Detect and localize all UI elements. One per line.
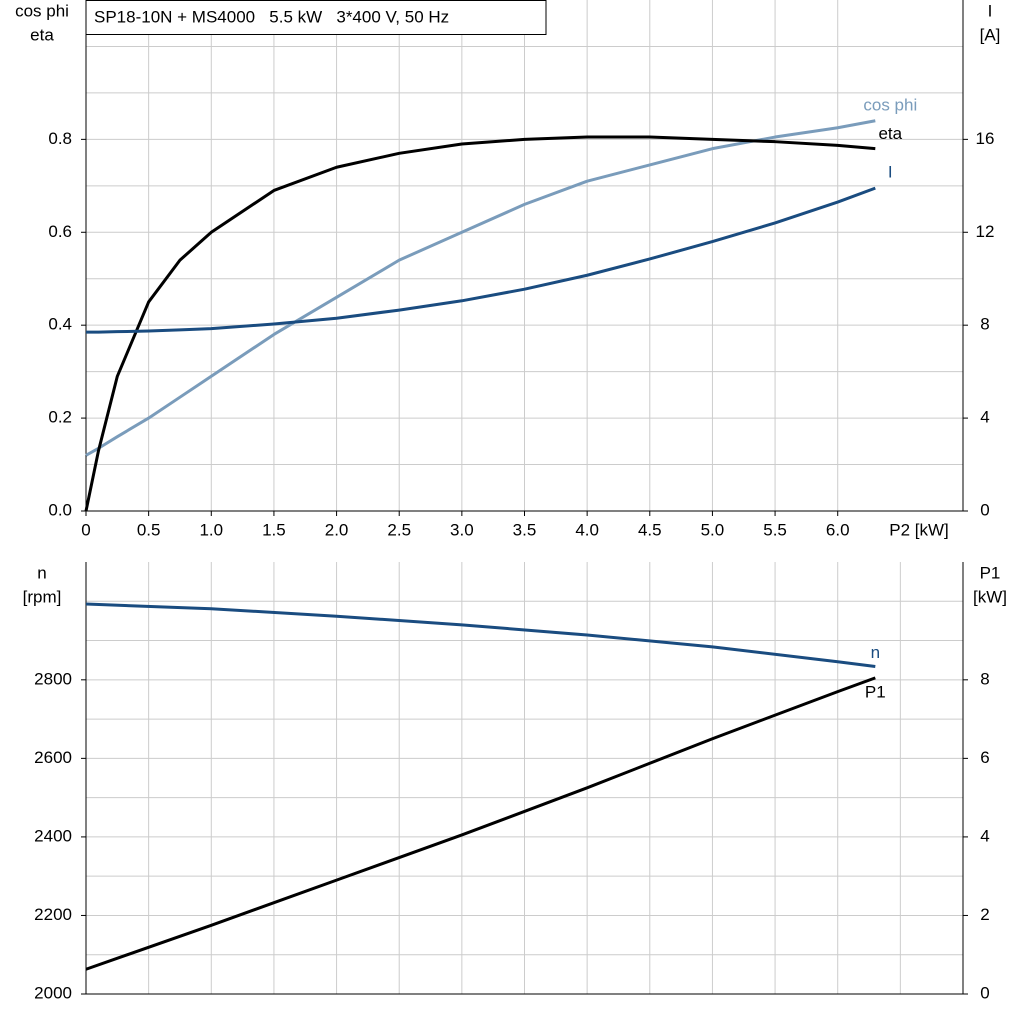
y-axis-label: cos phi: [15, 1, 69, 20]
y-tick-label: 0.2: [48, 408, 72, 427]
chart-title: SP18-10N + MS4000 5.5 kW 3*400 V, 50 Hz: [94, 7, 449, 26]
series-label: eta: [878, 124, 902, 143]
y-tick-label: 2200: [34, 905, 72, 924]
x-tick-label: 5.5: [763, 520, 787, 539]
x-tick-label: 1.5: [262, 520, 286, 539]
x-tick-label: 3.5: [513, 520, 537, 539]
y2-tick-label: 16: [976, 129, 995, 148]
y-axis-label: [rpm]: [23, 587, 62, 606]
y-tick-label: 0.8: [48, 129, 72, 148]
y-tick-label: 2400: [34, 826, 72, 845]
y2-tick-label: 6: [980, 748, 989, 767]
y2-axis-label: [A]: [980, 25, 1001, 44]
series-line: [84, 135, 876, 512]
x-tick-label: 4.5: [638, 520, 662, 539]
y-tick-label: 0.4: [48, 315, 72, 334]
x-axis-label: P2 [kW]: [889, 520, 949, 539]
y-tick-label: 0.6: [48, 222, 72, 241]
x-tick-label: 2.5: [387, 520, 411, 539]
x-tick-label: 0: [81, 520, 90, 539]
series-label: P1: [865, 682, 886, 701]
y-tick-label: 2000: [34, 983, 72, 1002]
series-line: [85, 119, 876, 457]
series-line: [85, 676, 876, 971]
x-tick-label: 1.0: [199, 520, 223, 539]
y-tick-label: 2800: [34, 669, 72, 688]
series-line: [85, 602, 876, 668]
y2-axis-label: P1: [980, 563, 1001, 582]
series-label: cos phi: [863, 95, 917, 114]
x-tick-label: 4.0: [575, 520, 599, 539]
series-label: n: [871, 643, 880, 662]
x-tick-label: 0.5: [137, 520, 161, 539]
y2-tick-label: 8: [980, 669, 989, 688]
x-tick-label: 2.0: [325, 520, 349, 539]
y2-tick-label: 0: [980, 500, 989, 519]
y2-tick-label: 8: [980, 315, 989, 334]
y2-tick-label: 2: [980, 905, 989, 924]
y-axis-label: eta: [30, 25, 54, 44]
series-label: I: [888, 163, 893, 182]
y-tick-label: 2600: [34, 748, 72, 767]
x-tick-label: 3.0: [450, 520, 474, 539]
x-tick-label: 5.0: [701, 520, 725, 539]
title-box: [85, 0, 547, 35]
y2-axis-label: [kW]: [973, 587, 1007, 606]
y2-tick-label: 4: [980, 408, 989, 427]
series-line: [86, 186, 876, 334]
y2-tick-label: 12: [976, 222, 995, 241]
x-tick-label: 6.0: [826, 520, 850, 539]
y-axis-label: n: [37, 563, 46, 582]
y2-axis-label: I: [988, 1, 993, 20]
y2-tick-label: 0: [980, 983, 989, 1002]
y-tick-label: 0.0: [48, 500, 72, 519]
y2-tick-label: 4: [980, 826, 989, 845]
